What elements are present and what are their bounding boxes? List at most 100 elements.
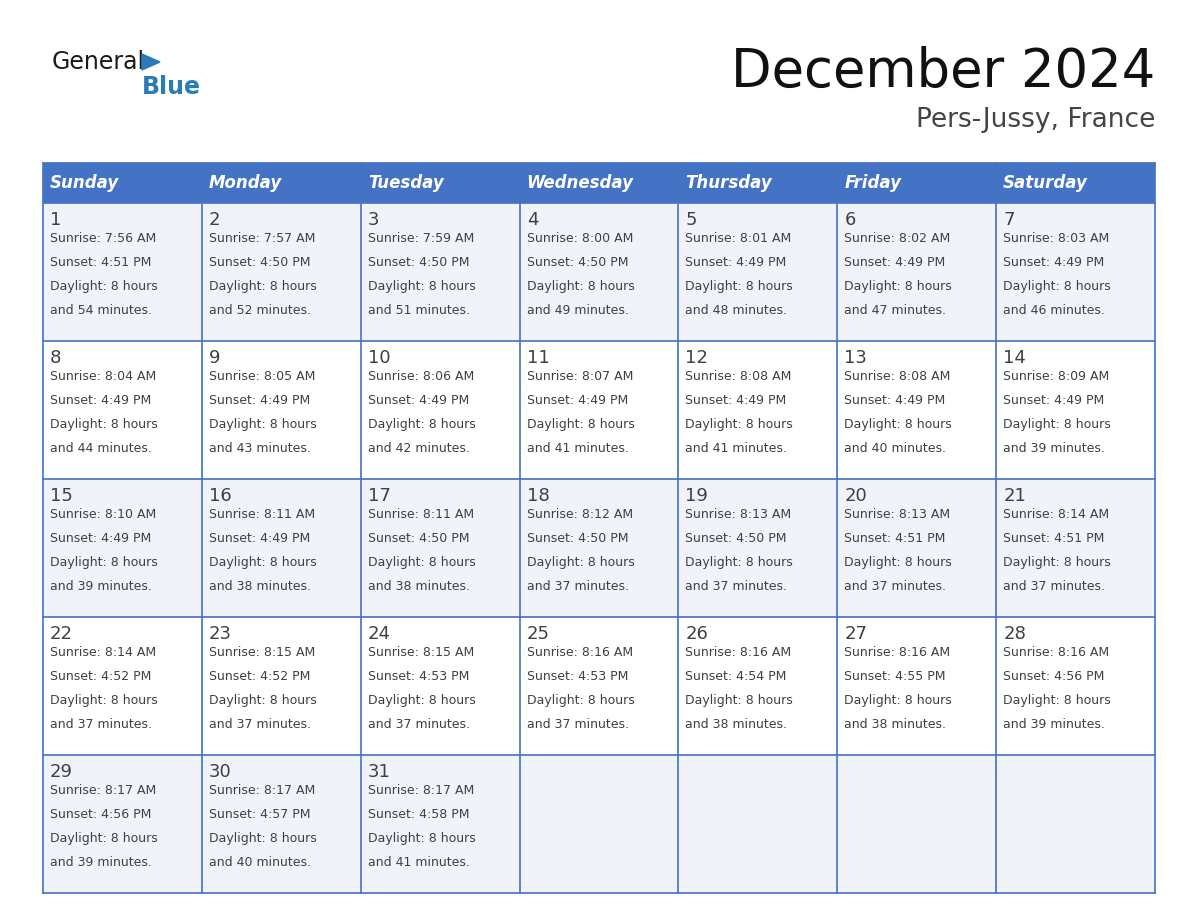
Text: Daylight: 8 hours: Daylight: 8 hours — [209, 556, 317, 569]
Text: Sunset: 4:49 PM: Sunset: 4:49 PM — [1003, 256, 1105, 269]
Text: Sunrise: 8:01 AM: Sunrise: 8:01 AM — [685, 232, 791, 245]
Text: Sunset: 4:52 PM: Sunset: 4:52 PM — [209, 670, 310, 683]
Text: and 37 minutes.: and 37 minutes. — [685, 580, 788, 593]
Text: Sunset: 4:49 PM: Sunset: 4:49 PM — [50, 394, 151, 407]
Text: and 38 minutes.: and 38 minutes. — [368, 580, 469, 593]
Text: Daylight: 8 hours: Daylight: 8 hours — [1003, 694, 1111, 707]
Text: Sunrise: 8:16 AM: Sunrise: 8:16 AM — [845, 646, 950, 659]
Text: 1: 1 — [50, 211, 62, 229]
Text: Daylight: 8 hours: Daylight: 8 hours — [1003, 280, 1111, 293]
Text: Sunrise: 8:08 AM: Sunrise: 8:08 AM — [845, 370, 950, 383]
Text: Sunrise: 8:11 AM: Sunrise: 8:11 AM — [209, 508, 315, 521]
Text: Sunset: 4:50 PM: Sunset: 4:50 PM — [368, 256, 469, 269]
Text: and 37 minutes.: and 37 minutes. — [845, 580, 947, 593]
Bar — [202, 755, 361, 893]
Text: and 47 minutes.: and 47 minutes. — [845, 304, 947, 317]
Text: Sunset: 4:50 PM: Sunset: 4:50 PM — [526, 532, 628, 545]
Text: and 54 minutes.: and 54 minutes. — [50, 304, 152, 317]
Bar — [678, 341, 838, 479]
Text: Daylight: 8 hours: Daylight: 8 hours — [1003, 556, 1111, 569]
Text: Sunset: 4:54 PM: Sunset: 4:54 PM — [685, 670, 786, 683]
Text: Sunrise: 7:59 AM: Sunrise: 7:59 AM — [368, 232, 474, 245]
Text: Sunrise: 8:17 AM: Sunrise: 8:17 AM — [50, 784, 157, 797]
Text: Sunrise: 8:12 AM: Sunrise: 8:12 AM — [526, 508, 633, 521]
Text: and 48 minutes.: and 48 minutes. — [685, 304, 788, 317]
Text: and 37 minutes.: and 37 minutes. — [209, 718, 311, 731]
Bar — [361, 755, 519, 893]
Bar — [43, 755, 202, 893]
Text: and 41 minutes.: and 41 minutes. — [526, 442, 628, 455]
Text: Sunrise: 8:16 AM: Sunrise: 8:16 AM — [1003, 646, 1110, 659]
Text: Daylight: 8 hours: Daylight: 8 hours — [368, 832, 475, 845]
Text: and 41 minutes.: and 41 minutes. — [685, 442, 788, 455]
Text: Sunrise: 8:03 AM: Sunrise: 8:03 AM — [1003, 232, 1110, 245]
Text: Sunset: 4:50 PM: Sunset: 4:50 PM — [209, 256, 310, 269]
Text: and 40 minutes.: and 40 minutes. — [845, 442, 947, 455]
Text: and 52 minutes.: and 52 minutes. — [209, 304, 311, 317]
Text: 12: 12 — [685, 349, 708, 367]
Text: Daylight: 8 hours: Daylight: 8 hours — [685, 556, 794, 569]
Text: 22: 22 — [50, 625, 72, 643]
Text: Sunset: 4:51 PM: Sunset: 4:51 PM — [1003, 532, 1105, 545]
Bar — [519, 617, 678, 755]
Text: Daylight: 8 hours: Daylight: 8 hours — [368, 694, 475, 707]
Bar — [361, 617, 519, 755]
Text: Sunset: 4:49 PM: Sunset: 4:49 PM — [845, 394, 946, 407]
Text: Sunday: Sunday — [50, 174, 119, 192]
Text: Sunrise: 8:10 AM: Sunrise: 8:10 AM — [50, 508, 157, 521]
Text: and 41 minutes.: and 41 minutes. — [368, 856, 469, 869]
Text: Daylight: 8 hours: Daylight: 8 hours — [368, 418, 475, 431]
Text: Sunset: 4:50 PM: Sunset: 4:50 PM — [685, 532, 786, 545]
Text: Tuesday: Tuesday — [368, 174, 443, 192]
Text: Sunrise: 8:09 AM: Sunrise: 8:09 AM — [1003, 370, 1110, 383]
Bar — [838, 617, 997, 755]
Text: Daylight: 8 hours: Daylight: 8 hours — [685, 418, 794, 431]
Text: 4: 4 — [526, 211, 538, 229]
Text: 24: 24 — [368, 625, 391, 643]
Text: Daylight: 8 hours: Daylight: 8 hours — [845, 418, 952, 431]
Bar — [838, 163, 997, 203]
Text: Daylight: 8 hours: Daylight: 8 hours — [526, 694, 634, 707]
Text: 9: 9 — [209, 349, 220, 367]
Text: 20: 20 — [845, 487, 867, 505]
Text: 15: 15 — [50, 487, 72, 505]
Text: and 42 minutes.: and 42 minutes. — [368, 442, 469, 455]
Bar — [997, 617, 1155, 755]
Text: 10: 10 — [368, 349, 391, 367]
Text: Daylight: 8 hours: Daylight: 8 hours — [209, 280, 317, 293]
Text: Sunset: 4:49 PM: Sunset: 4:49 PM — [845, 256, 946, 269]
Text: and 43 minutes.: and 43 minutes. — [209, 442, 311, 455]
Text: 13: 13 — [845, 349, 867, 367]
Text: Daylight: 8 hours: Daylight: 8 hours — [526, 280, 634, 293]
Text: Daylight: 8 hours: Daylight: 8 hours — [1003, 418, 1111, 431]
Text: and 38 minutes.: and 38 minutes. — [845, 718, 947, 731]
Bar — [202, 617, 361, 755]
Bar — [43, 479, 202, 617]
Bar — [997, 163, 1155, 203]
Text: and 49 minutes.: and 49 minutes. — [526, 304, 628, 317]
Bar — [519, 163, 678, 203]
Text: Sunset: 4:56 PM: Sunset: 4:56 PM — [1003, 670, 1105, 683]
Text: 25: 25 — [526, 625, 550, 643]
Bar — [43, 617, 202, 755]
Text: 6: 6 — [845, 211, 855, 229]
Text: Daylight: 8 hours: Daylight: 8 hours — [209, 832, 317, 845]
Text: Sunset: 4:50 PM: Sunset: 4:50 PM — [526, 256, 628, 269]
Text: Sunrise: 8:13 AM: Sunrise: 8:13 AM — [685, 508, 791, 521]
Text: 27: 27 — [845, 625, 867, 643]
Text: and 40 minutes.: and 40 minutes. — [209, 856, 311, 869]
Text: Sunrise: 8:13 AM: Sunrise: 8:13 AM — [845, 508, 950, 521]
Bar — [838, 341, 997, 479]
Text: 18: 18 — [526, 487, 549, 505]
Text: 16: 16 — [209, 487, 232, 505]
Bar — [361, 203, 519, 341]
Text: Sunset: 4:49 PM: Sunset: 4:49 PM — [368, 394, 469, 407]
Text: 7: 7 — [1003, 211, 1015, 229]
Text: Daylight: 8 hours: Daylight: 8 hours — [209, 694, 317, 707]
Text: and 37 minutes.: and 37 minutes. — [1003, 580, 1105, 593]
Bar — [202, 203, 361, 341]
Text: 8: 8 — [50, 349, 62, 367]
Text: and 37 minutes.: and 37 minutes. — [526, 718, 628, 731]
Text: Sunrise: 7:56 AM: Sunrise: 7:56 AM — [50, 232, 157, 245]
Bar — [202, 341, 361, 479]
